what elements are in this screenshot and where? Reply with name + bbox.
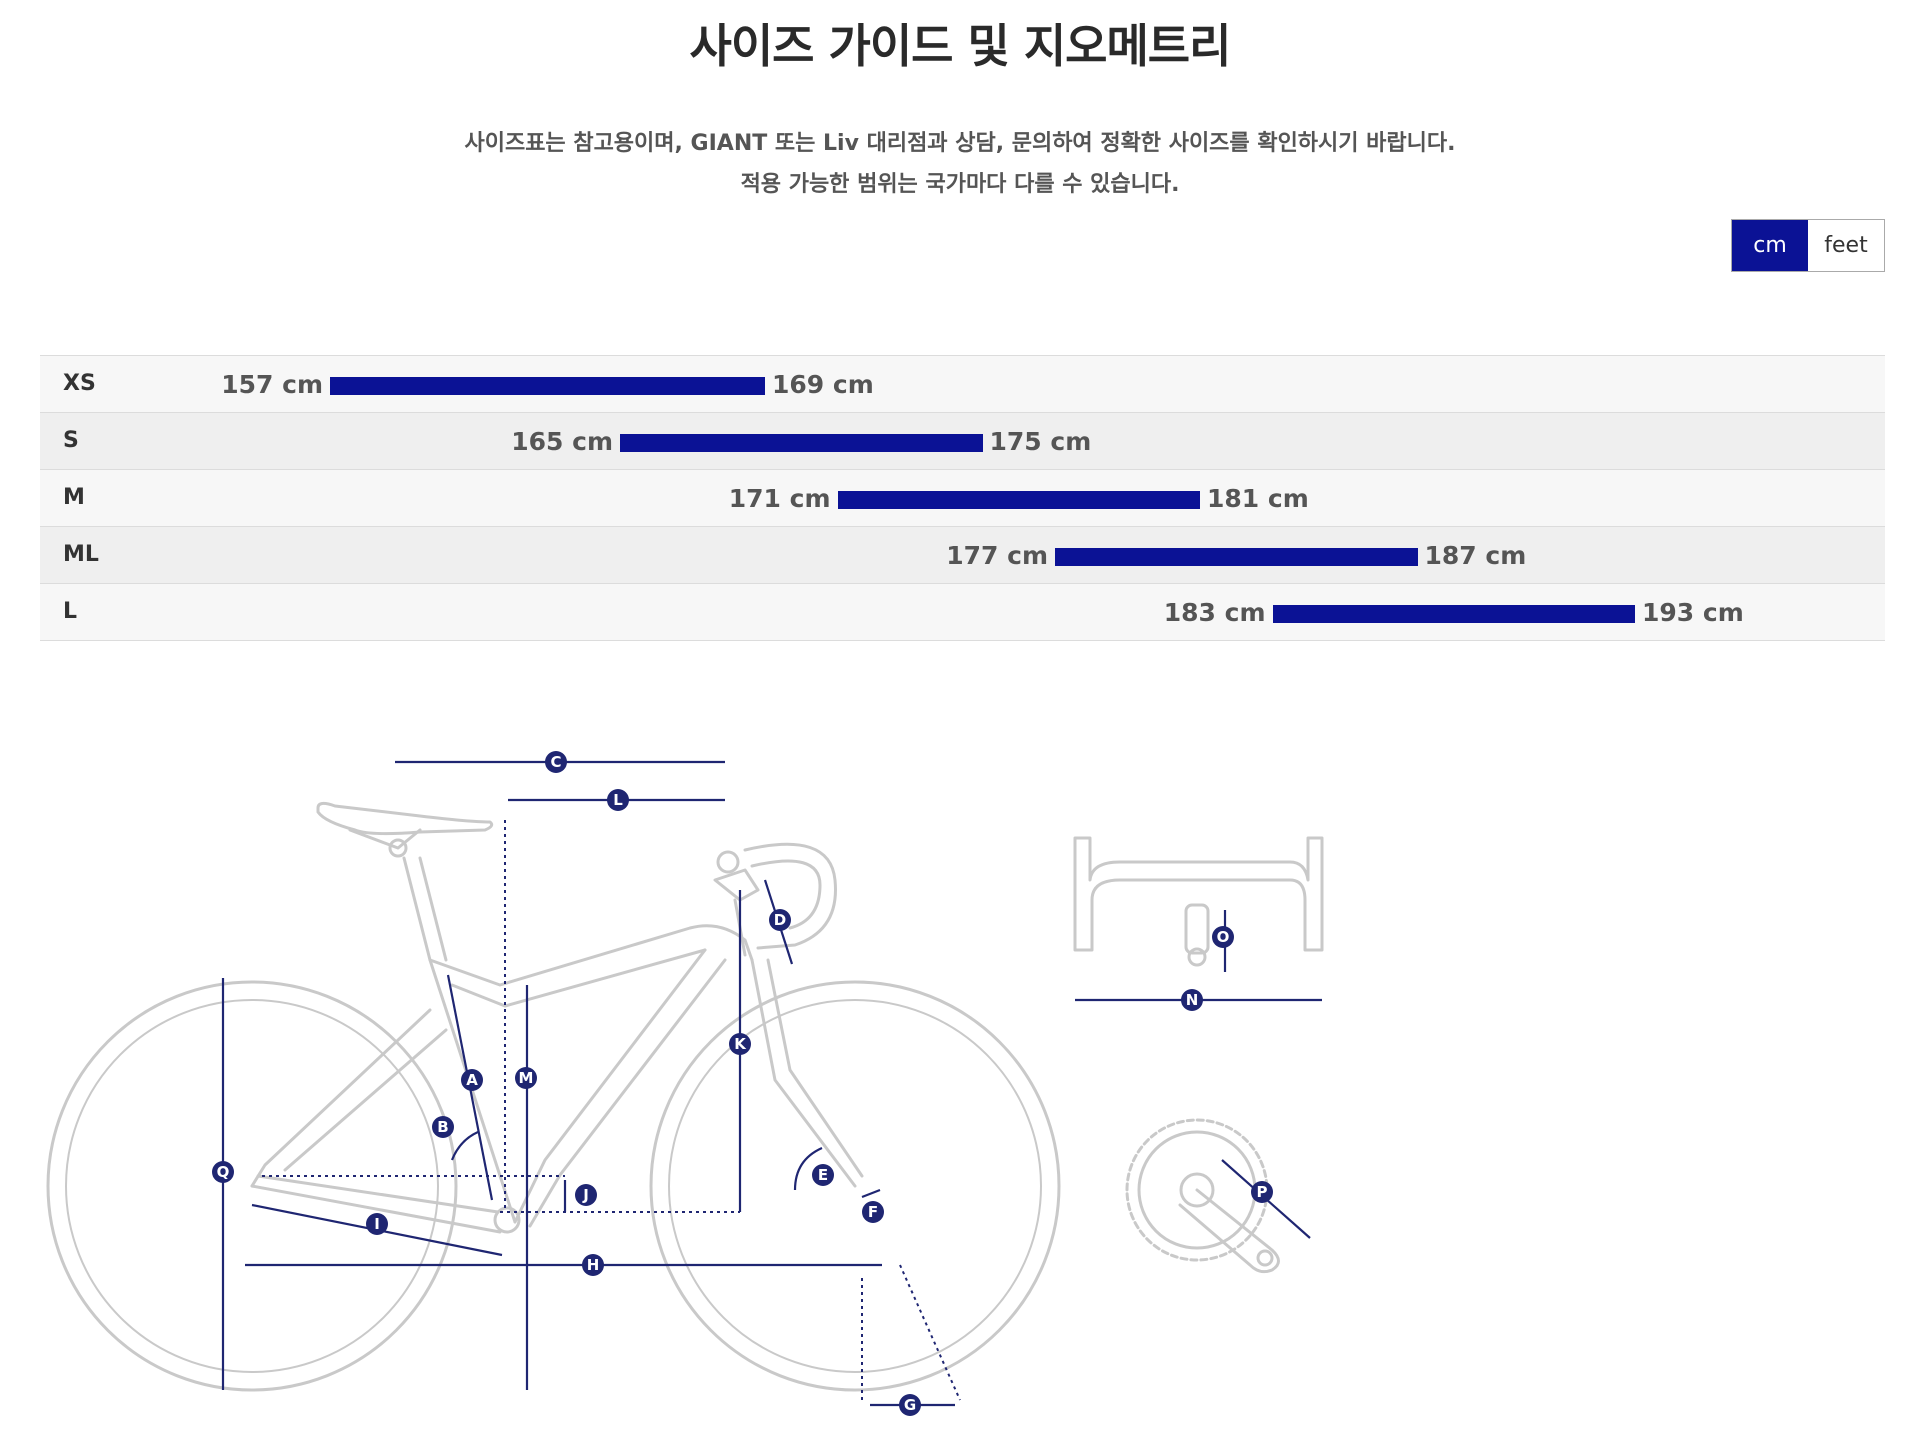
range-min-label: 177 cm: [946, 541, 1048, 570]
range-min-label: 183 cm: [1163, 598, 1266, 627]
badge-f: F: [862, 1201, 884, 1223]
stem: [713, 868, 760, 902]
badge-d: D: [769, 909, 791, 931]
bike-geometry-diagram: A B C D E F G H I J K L M N O P Q: [46, 751, 1324, 1416]
badge-n: N: [1181, 989, 1203, 1011]
down-tube: [513, 948, 707, 1224]
seat-stay: [250, 1008, 432, 1188]
bike-illustration: [46, 801, 1061, 1392]
svg-text:B: B: [437, 1118, 448, 1136]
svg-text:Q: Q: [217, 1163, 230, 1181]
size-label: S: [63, 428, 79, 453]
range-bar: [837, 491, 1200, 509]
fork: [750, 958, 857, 1188]
bottom-bracket: [493, 1206, 521, 1234]
badge-b: B: [432, 1116, 454, 1138]
range-max-label: 187 cm: [1424, 541, 1527, 570]
svg-text:K: K: [734, 1035, 747, 1053]
svg-text:J: J: [582, 1186, 589, 1204]
rear-wheel: [46, 980, 458, 1392]
badge-h: H: [582, 1254, 604, 1276]
svg-text:G: G: [904, 1396, 916, 1414]
saddle: [316, 801, 494, 836]
size-guide-note-region: 적용 가능한 범위는 국가마다 다를 수 있습니다.: [740, 172, 1180, 197]
range-min-label: 165 cm: [511, 427, 613, 456]
badge-k: K: [729, 1033, 751, 1055]
handlebar: [743, 842, 837, 950]
unit-toggle: cm feet: [1731, 219, 1885, 272]
range-max-label: 169 cm: [772, 370, 874, 399]
size-row-ml: ML 177 cm 187 cm: [40, 527, 1885, 584]
unit-feet-button[interactable]: feet: [1808, 220, 1884, 271]
svg-text:H: H: [587, 1256, 600, 1274]
geometry-badges: A B C D E F G H I J K L M N O P Q: [212, 751, 1273, 1416]
top-tube: [428, 924, 754, 987]
badge-i: I: [366, 1213, 388, 1235]
size-range-chart: XS 157 cm 169 cm S 165 cm 175 cm M 171 c…: [40, 355, 1885, 641]
svg-text:I: I: [374, 1215, 380, 1233]
size-label: M: [63, 485, 85, 510]
page-title: 사이즈 가이드 및 지오메트리: [689, 19, 1232, 73]
svg-text:C: C: [550, 753, 561, 771]
svg-text:D: D: [774, 911, 786, 929]
size-guide-note: 사이즈표는 참고용이며, GIANT 또는 Liv 대리점과 상담, 문의하여 …: [464, 131, 1456, 156]
svg-text:F: F: [868, 1203, 878, 1221]
svg-text:N: N: [1186, 991, 1199, 1009]
handlebar-detail: [1073, 836, 1324, 967]
badge-o: O: [1212, 926, 1234, 948]
badge-m: M: [515, 1067, 537, 1089]
badge-a: A: [461, 1069, 483, 1091]
badge-q: Q: [212, 1161, 234, 1183]
svg-text:P: P: [1257, 1183, 1268, 1201]
range-min-label: 157 cm: [221, 370, 323, 399]
badge-j: J: [575, 1184, 597, 1206]
svg-text:A: A: [466, 1071, 478, 1089]
badge-c: C: [545, 751, 567, 773]
svg-text:M: M: [519, 1069, 534, 1087]
size-row-xs: XS 157 cm 169 cm: [40, 356, 1885, 413]
reference-lines: [262, 820, 961, 1401]
badge-e: E: [812, 1164, 834, 1186]
front-wheel: [649, 980, 1061, 1392]
range-bar: [1272, 605, 1635, 623]
chain-stay: [250, 1184, 502, 1234]
size-label: ML: [63, 542, 99, 567]
unit-cm-button[interactable]: cm: [1732, 220, 1808, 271]
svg-text:L: L: [613, 791, 623, 809]
range-bar: [330, 377, 765, 395]
badge-p: P: [1251, 1181, 1273, 1203]
range-min-label: 171 cm: [728, 484, 831, 513]
size-row-s: S 165 cm 175 cm: [40, 413, 1885, 470]
badge-g: G: [899, 1394, 921, 1416]
range-max-label: 181 cm: [1207, 484, 1309, 513]
size-label: XS: [63, 371, 96, 396]
range-max-label: 193 cm: [1642, 598, 1744, 627]
badge-l: L: [607, 789, 629, 811]
range-max-label: 175 cm: [989, 427, 1092, 456]
dimension-arrows: [221, 760, 1322, 1407]
size-label: L: [63, 599, 78, 624]
svg-text:E: E: [818, 1166, 828, 1184]
range-bar: [1055, 548, 1418, 566]
size-row-m: M 171 cm 181 cm: [40, 470, 1885, 527]
svg-text:O: O: [1217, 928, 1230, 946]
range-bar: [620, 434, 983, 452]
size-row-l: L 183 cm 193 cm: [40, 584, 1885, 641]
